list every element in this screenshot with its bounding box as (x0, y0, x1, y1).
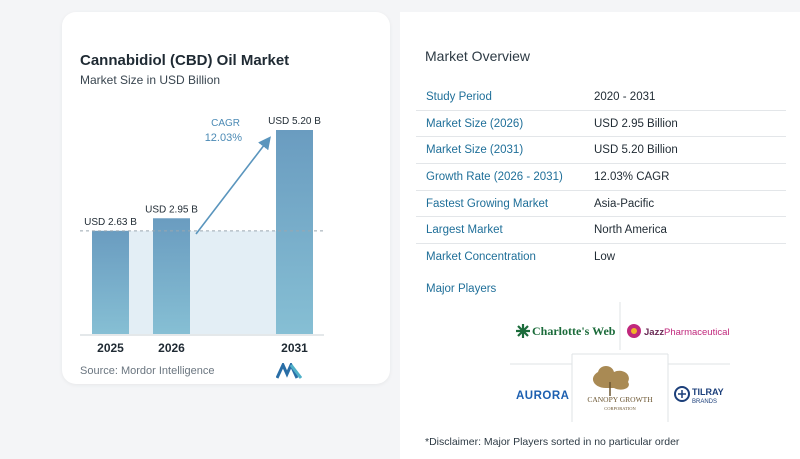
overview-row-label: Market Concentration (426, 251, 536, 264)
data-label: USD 5.20 B (268, 116, 321, 127)
bar-2025 (92, 230, 129, 334)
canopy-growth-line1: CANOPY GROWTH (587, 395, 653, 404)
major-players-logos: Charlotte's Web Jazz Pharmaceuticals AUR… (510, 302, 730, 422)
overview-row-label: Fastest Growing Market (426, 197, 549, 210)
overview-row-value: USD 5.20 Billion (594, 144, 678, 157)
tilray-line1: TILRAY (692, 387, 724, 397)
chart-card: USD 2.63 B USD 2.95 B USD 5.20 B 2025 2026 20… (62, 12, 390, 384)
bar-2026 (153, 218, 190, 334)
tilray-logo: TILRAY BRANDS (674, 386, 724, 405)
canopy-growth-line2: CORPORATION (604, 406, 636, 411)
jazz-pharmaceuticals-logo: Jazz Pharmaceuticals (627, 324, 730, 338)
overview-row-value: 2020 - 2031 (594, 90, 656, 103)
tree-icon (592, 366, 629, 390)
x-tick-label: 2025 (97, 341, 124, 355)
jazz-brand-text: Jazz (644, 327, 664, 338)
aurora-logo-text: AURORA (516, 390, 569, 402)
mordor-logo-icon (276, 363, 302, 379)
overview-card: Market Overview Study Period 2020 - 2031… (400, 12, 800, 459)
canopy-growth-logo: CANOPY GROWTH CORPORATION (587, 366, 653, 411)
overview-row-value: 12.03% CAGR (594, 170, 670, 183)
overview-row: Market Size (2031) USD 5.20 Billion (416, 137, 786, 165)
overview-row-label: Study Period (426, 90, 492, 103)
cagr-label: CAGR (211, 118, 240, 129)
data-label: USD 2.63 B (84, 217, 137, 228)
charlottes-web-icon (516, 324, 530, 338)
cagr-value: 12.03% (205, 132, 243, 144)
overview-row-label: Market Size (2031) (426, 144, 524, 157)
bar-2031 (276, 130, 313, 334)
cagr-arrow (195, 136, 271, 235)
overview-row-label: Growth Rate (2026 - 2031) (426, 170, 563, 183)
major-players-title: Major Players (426, 283, 497, 295)
jazz-rest-text: Pharmaceuticals (664, 327, 730, 338)
disclaimer-text: *Disclaimer: Major Players sorted in no … (425, 436, 680, 448)
x-tick-label: 2026 (158, 341, 185, 355)
overview-title: Market Overview (425, 48, 531, 64)
tilray-icon (674, 386, 690, 402)
overview-row: Study Period 2020 - 2031 (416, 84, 786, 111)
overview-row-value: North America (594, 224, 667, 237)
charlottes-web-text: Charlotte's Web (532, 324, 616, 338)
overview-row: Largest Market North America (416, 217, 786, 245)
tilray-line2: BRANDS (692, 399, 717, 405)
overview-row: Growth Rate (2026 - 2031) 12.03% CAGR (416, 164, 786, 191)
overview-row-value: Low (594, 251, 616, 264)
overview-row-label: Market Size (2026) (426, 117, 524, 130)
overview-row-value: Asia-Pacific (594, 197, 655, 210)
data-label: USD 2.95 B (145, 204, 198, 215)
charlottes-web-logo: Charlotte's Web (516, 324, 616, 338)
x-tick-label: 2031 (281, 341, 308, 355)
overview-row-value: USD 2.95 Billion (594, 117, 678, 130)
chart-title: Cannabidiol (CBD) Oil Market (80, 52, 290, 69)
overview-row: Market Size (2026) USD 2.95 Billion (416, 111, 786, 138)
chart-subtitle: Market Size in USD Billion (80, 73, 221, 87)
overview-row: Fastest Growing Market Asia-Pacific (416, 191, 786, 218)
bar-chart: USD 2.63 B USD 2.95 B USD 5.20 B 2025 2026 20… (80, 116, 324, 355)
overview-row: Market Concentration Low (416, 244, 786, 271)
overview-row-label: Largest Market (426, 224, 503, 237)
overview-table: Study Period 2020 - 2031 Market Size (20… (416, 84, 786, 271)
source-text: Source: Mordor Intelligence (80, 365, 215, 377)
